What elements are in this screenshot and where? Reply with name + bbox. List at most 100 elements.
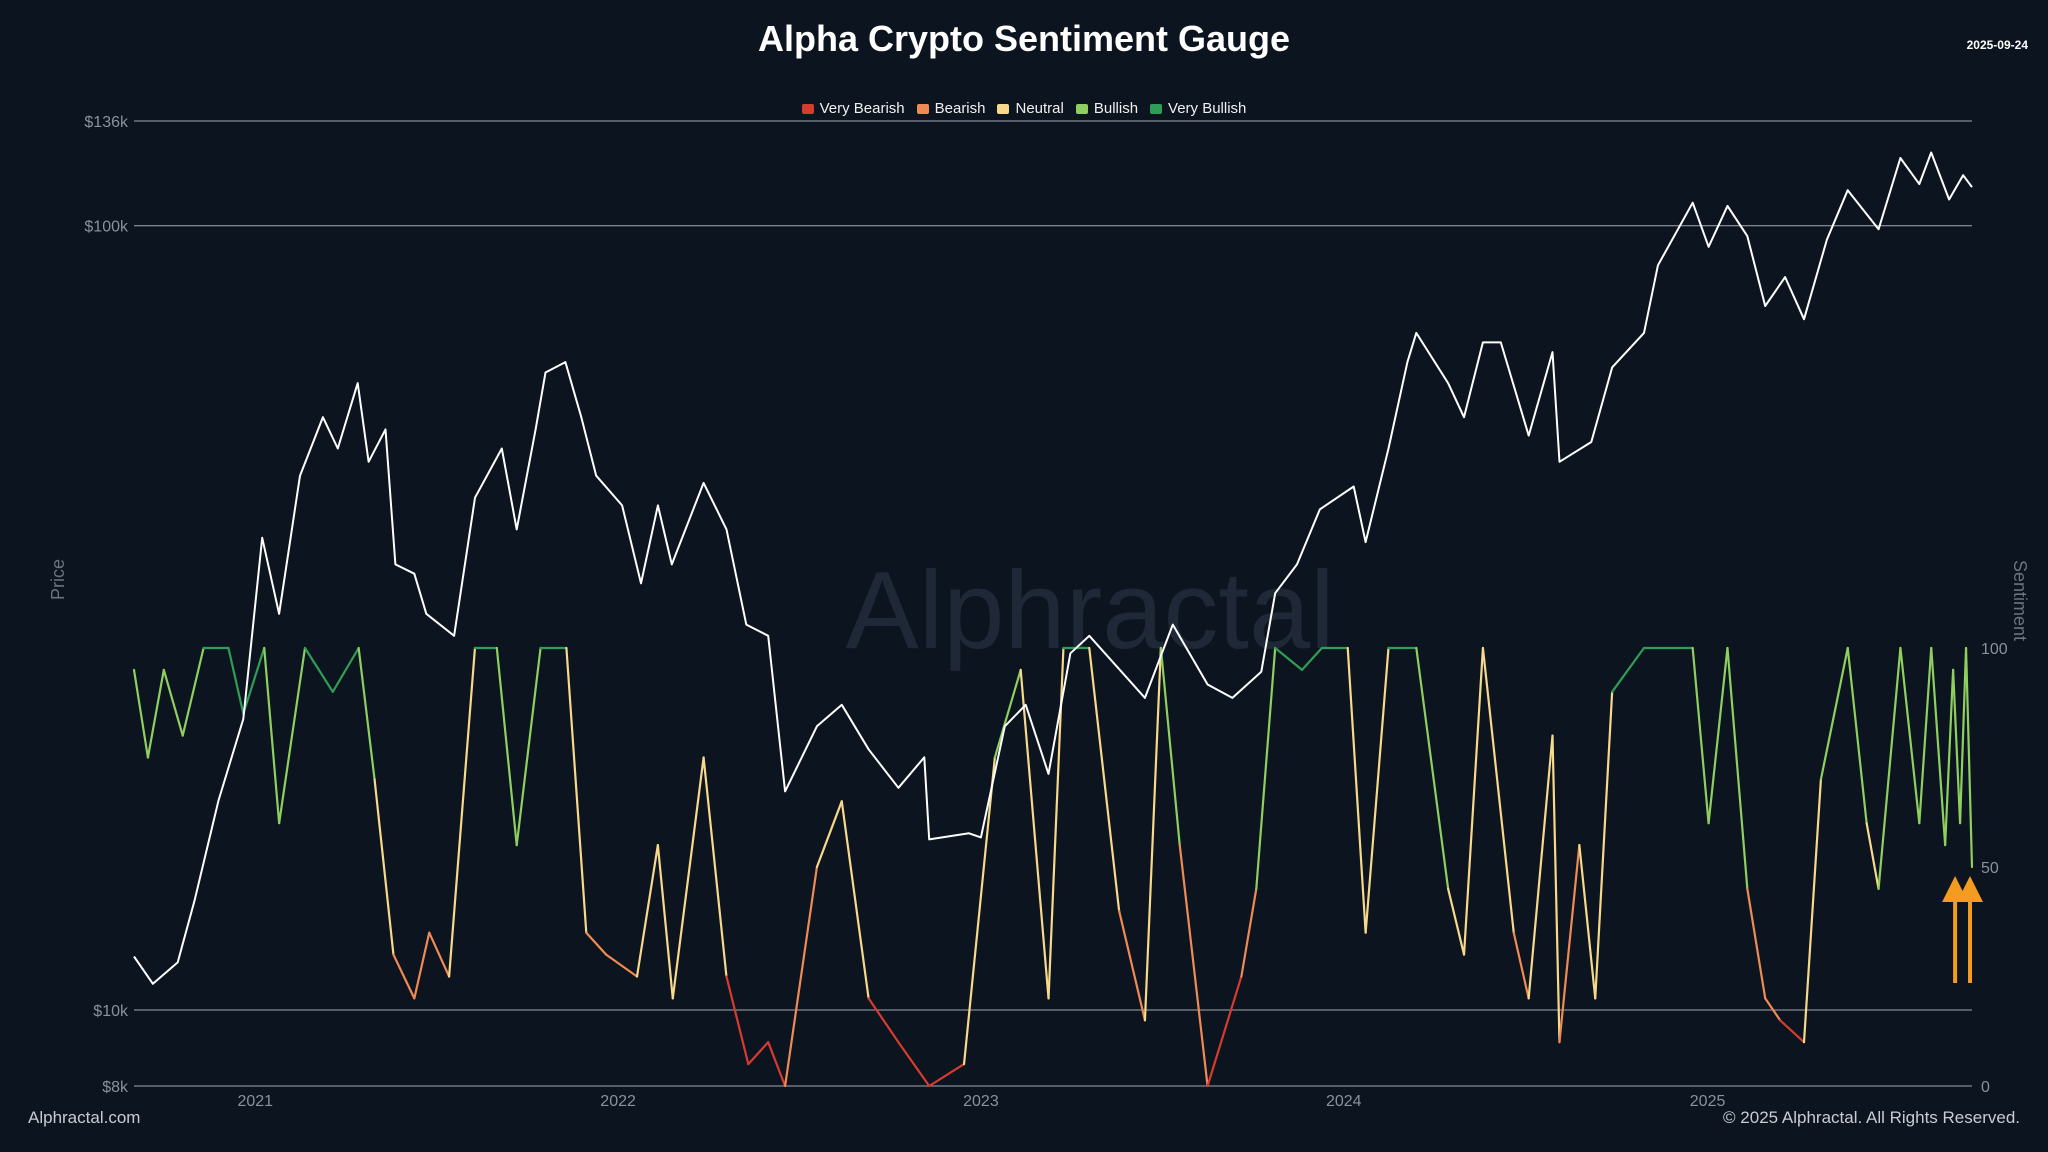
sentiment-segment (1764, 997, 1782, 1022)
annotation-arrows (1942, 876, 1984, 983)
sentiment-segment (702, 756, 728, 978)
sentiment-segment (1240, 887, 1258, 978)
legend-item-neutral[interactable]: Neutral (997, 100, 1064, 117)
sentiment-segment (1206, 975, 1243, 1088)
sentiment-segment (867, 997, 900, 1044)
sentiment-segment (1364, 646, 1390, 934)
sentiment-segment (1527, 734, 1554, 1000)
x-tick-label: 2022 (600, 1093, 636, 1110)
sentiment-segment (357, 646, 376, 781)
sentiment-segment (1726, 646, 1749, 891)
sentiment-segment (725, 975, 750, 1066)
footer-site-link[interactable]: Alphractal.com (28, 1108, 141, 1127)
sentiment-segment (1952, 668, 1962, 825)
sentiment-segment (1512, 931, 1530, 1000)
sentiment-segment (1944, 668, 1955, 847)
sentiment-segment (1802, 778, 1823, 1044)
sentiment-segment (1930, 646, 1947, 847)
legend-swatch (916, 103, 929, 114)
sentiment-segment (1578, 843, 1597, 1000)
sentiment-segment (1159, 646, 1181, 847)
y-axis-left-title: Price (48, 558, 68, 600)
y-left-tick-label: $10k (93, 1003, 129, 1020)
sentiment-segment (1918, 646, 1933, 825)
sentiment-segment (1019, 668, 1050, 1000)
legend-label: Very Bullish (1168, 100, 1247, 117)
legend-item-very-bearish[interactable]: Very Bearish (801, 100, 905, 117)
gridlines (134, 120, 1972, 1087)
sentiment-segment (146, 668, 165, 759)
sentiment-segment (1447, 887, 1466, 956)
sentiment-segment (1088, 646, 1121, 912)
sentiment-segment (495, 646, 518, 847)
sentiment-segment (303, 646, 334, 693)
sentiment-segment (815, 800, 843, 869)
legend-label: Very Bearish (819, 100, 905, 117)
sentiment-segment (373, 778, 395, 956)
price-line (133, 151, 1973, 985)
sentiment-segment (635, 843, 659, 978)
legend-item-bearish[interactable]: Bearish (916, 100, 985, 117)
sentiment-segment (1899, 646, 1921, 825)
sentiment-segment (242, 646, 266, 715)
sentiment-segment (1118, 909, 1147, 1022)
sentiment-segment (227, 646, 245, 715)
sentiment-segment (1691, 646, 1710, 825)
y-axis-right-title: Sentiment (2010, 560, 2030, 642)
sentiment-segment (392, 953, 416, 1000)
sentiment-segment (1481, 646, 1515, 934)
sentiment-segment (605, 953, 639, 978)
x-tick-label: 2025 (1690, 1093, 1726, 1110)
price-series (133, 151, 1973, 985)
sentiment-segment (181, 646, 205, 737)
sentiment-segment (585, 931, 608, 956)
sentiment-segment (565, 646, 588, 934)
sentiment-segment (962, 756, 996, 1066)
sentiment-segment (1611, 646, 1646, 693)
sentiment-segment (1462, 646, 1485, 956)
sentiment-segment (448, 646, 477, 978)
sentiment-segment (840, 800, 870, 1000)
sentiment-segment (993, 668, 1022, 759)
legend-item-very-bullish[interactable]: Very Bullish (1150, 100, 1246, 117)
sentiment-segment (162, 668, 184, 737)
sentiment-segment (656, 843, 674, 1000)
sentiment-segment (331, 646, 360, 693)
chart-title: Alpha Crypto Sentiment Gauge (757, 18, 1291, 59)
sentiment-segment (1300, 646, 1323, 672)
sentiment-segment (1877, 646, 1902, 891)
legend-item-bullish[interactable]: Bullish (1075, 100, 1139, 117)
x-tick-label: 2023 (963, 1093, 999, 1110)
sentiment-segment (1178, 843, 1209, 1088)
sentiment-segment (1551, 734, 1561, 1044)
sentiment-segment (1346, 646, 1367, 934)
sentiment-segment (1415, 646, 1450, 891)
y-axis-right-ticks: 100 50 0 (1981, 641, 2008, 1096)
sentiment-segment (767, 1041, 787, 1088)
sentiment-segment (1819, 646, 1849, 781)
y-left-tick-label: $100k (84, 219, 129, 236)
sentiment-segment (1865, 822, 1880, 891)
sentiment-segment (928, 1062, 966, 1088)
sentiment-segment (132, 668, 150, 759)
sentiment-segment (1846, 646, 1868, 825)
date-label: 2025-09-24 (1966, 38, 2028, 52)
sentiment-segment (1558, 843, 1581, 1044)
sentiment-segment (413, 931, 431, 1000)
x-tick-label: 2021 (237, 1093, 273, 1110)
legend-label: Bullish (1093, 100, 1139, 117)
y-left-tick-label: $8k (102, 1079, 129, 1096)
sentiment-segment (1594, 690, 1614, 1000)
legend-swatch (997, 103, 1010, 114)
y-axis-left-ticks: $136k $100k $10k $8k (84, 114, 129, 1096)
legend-swatch (1150, 103, 1163, 114)
sentiment-series (132, 646, 1974, 1088)
sentiment-segment (263, 646, 281, 825)
y-right-tick-label: 0 (1981, 1079, 1990, 1096)
sentiment-segment (897, 1041, 931, 1088)
sentiment-segment (515, 646, 542, 847)
y-right-tick-label: 50 (1981, 860, 1999, 877)
legend-label: Neutral (1015, 100, 1064, 117)
arrow-head-icon (1957, 876, 1984, 902)
